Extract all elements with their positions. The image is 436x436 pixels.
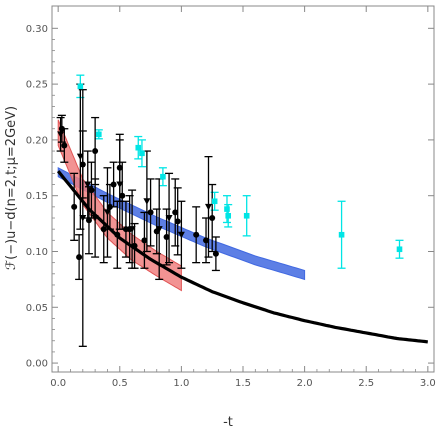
data-point — [224, 206, 230, 212]
data-point — [76, 254, 83, 261]
data-point — [174, 218, 181, 225]
data-point — [141, 237, 148, 244]
x-tick-label: 1.5 — [235, 378, 251, 389]
data-point — [177, 231, 185, 239]
data-point — [212, 250, 219, 257]
data-point — [147, 209, 154, 216]
y-tick-label: 0.10 — [26, 247, 48, 258]
y-ticks: 0.00 0.05 0.10 0.15 0.20 0.25 0.30 — [26, 24, 434, 370]
data-point — [209, 215, 216, 222]
data-point — [100, 226, 107, 233]
data-point — [92, 148, 99, 155]
data-point — [163, 233, 170, 240]
bands-layer — [57, 119, 306, 292]
x-tick-label: 3.0 — [420, 378, 436, 389]
data-point — [77, 83, 84, 90]
data-point — [79, 161, 86, 168]
x-tick-label: 1.0 — [173, 378, 189, 389]
data-point — [135, 144, 142, 151]
data-point — [96, 131, 102, 138]
data-point — [211, 198, 218, 205]
data-point — [243, 212, 250, 219]
y-tick-label: 0.20 — [26, 135, 48, 146]
y-tick-label: 0.30 — [26, 24, 48, 35]
y-tick-label: 0.25 — [26, 80, 48, 91]
data-point — [119, 192, 126, 199]
x-tick-label: 0.5 — [112, 378, 128, 389]
data-point — [85, 217, 92, 224]
y-tick-label: 0.05 — [26, 303, 48, 314]
data-point — [114, 231, 121, 238]
curves-layer — [56, 170, 429, 344]
x-axis-label: -t — [223, 415, 233, 430]
data-point — [88, 187, 95, 194]
data-point — [76, 153, 84, 161]
data-point — [84, 181, 92, 189]
data-point — [57, 131, 65, 138]
data-point — [128, 226, 136, 233]
data-point — [160, 173, 166, 180]
data-point — [139, 150, 145, 157]
data-point — [61, 142, 68, 149]
x-tick-label: 2.5 — [358, 378, 374, 389]
data-point — [396, 246, 403, 253]
data-point — [338, 231, 345, 238]
y-axis-label: ℱ(−)u−d(n=2,t;μ=2GeV) — [4, 106, 19, 270]
data-point — [103, 209, 111, 216]
data-point — [225, 212, 232, 219]
data-point — [116, 164, 123, 171]
data-point — [91, 215, 99, 222]
black-curve — [56, 170, 429, 344]
data-point — [116, 181, 124, 189]
points-layer — [57, 83, 403, 261]
data-point — [131, 242, 138, 249]
x-tick-label: 0.0 — [50, 378, 66, 389]
y-tick-label: 0.00 — [26, 359, 48, 370]
data-point — [203, 237, 210, 244]
data-point — [204, 203, 212, 211]
data-point — [110, 181, 117, 188]
data-point — [58, 125, 65, 132]
data-point — [143, 198, 151, 205]
x-tick-label: 2.0 — [297, 378, 313, 389]
x-ticks: 0.0 0.5 1.0 1.5 2.0 2.5 3.0 — [50, 6, 436, 389]
red-band — [57, 119, 182, 292]
data-point — [193, 231, 200, 238]
data-point — [155, 226, 163, 233]
data-point — [79, 215, 87, 222]
data-point — [172, 209, 179, 216]
blue-band — [57, 166, 306, 281]
data-point — [71, 203, 78, 210]
y-tick-label: 0.15 — [26, 191, 48, 202]
data-point — [106, 203, 113, 210]
data-point — [165, 215, 173, 222]
